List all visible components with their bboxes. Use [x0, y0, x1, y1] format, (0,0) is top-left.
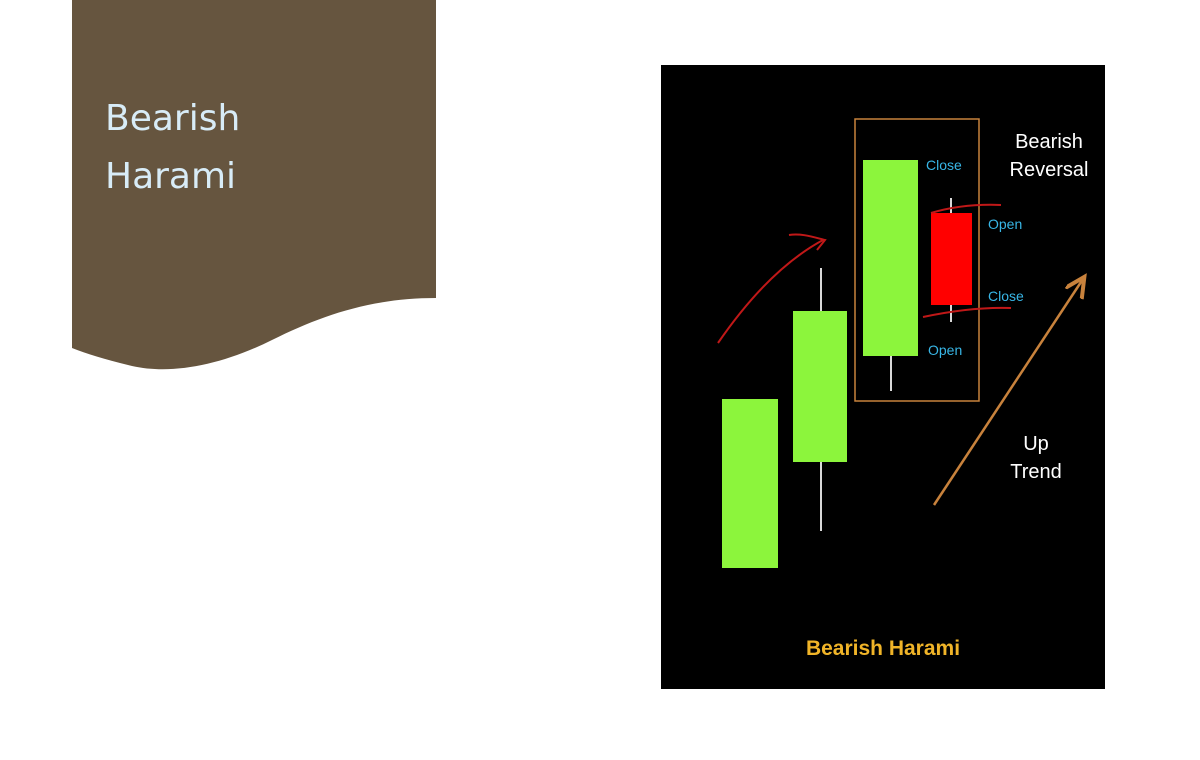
bearish-harami-figure: Close Open Open Close Bearish Reversal U… [661, 65, 1105, 689]
candle-4-open-label: Open [988, 216, 1023, 232]
candle-4-body [931, 213, 972, 305]
candle-2-body [793, 311, 847, 462]
harami-highlight-box [854, 118, 980, 402]
bearish-reversal-line-2: Reversal [1009, 159, 1089, 181]
up-trend-arrow [932, 279, 1083, 506]
candle-3-body [863, 160, 918, 356]
annotation-stroke-upper [930, 203, 1002, 214]
annotation-arrow-head [788, 233, 827, 251]
annotation-arrow-stroke [717, 239, 824, 344]
candle-3-open-label: Open [928, 342, 963, 358]
annotation-stroke-lower [922, 306, 1012, 318]
candle-4-close-label: Close [988, 288, 1024, 304]
bearish-reversal-label: Bearish Reversal [996, 128, 1102, 184]
candle-1-body [722, 399, 778, 568]
slide-title-line-1: Bearish [105, 98, 241, 139]
candlestick-diagram [717, 118, 1105, 568]
banner-shape [72, 0, 436, 370]
slide-title-line-2: Harami [105, 156, 237, 197]
bearish-reversal-line-1: Bearish [1015, 131, 1083, 153]
candle-3-close-label: Close [926, 157, 962, 173]
figure-caption: Bearish Harami [805, 637, 961, 660]
up-trend-line-1: Up [1023, 433, 1049, 455]
title-banner: Bearish Harami [72, 0, 436, 372]
slide-title: Bearish Harami [105, 90, 240, 206]
up-trend-label: Up Trend [991, 430, 1081, 486]
up-trend-line-2: Trend [1010, 461, 1062, 483]
